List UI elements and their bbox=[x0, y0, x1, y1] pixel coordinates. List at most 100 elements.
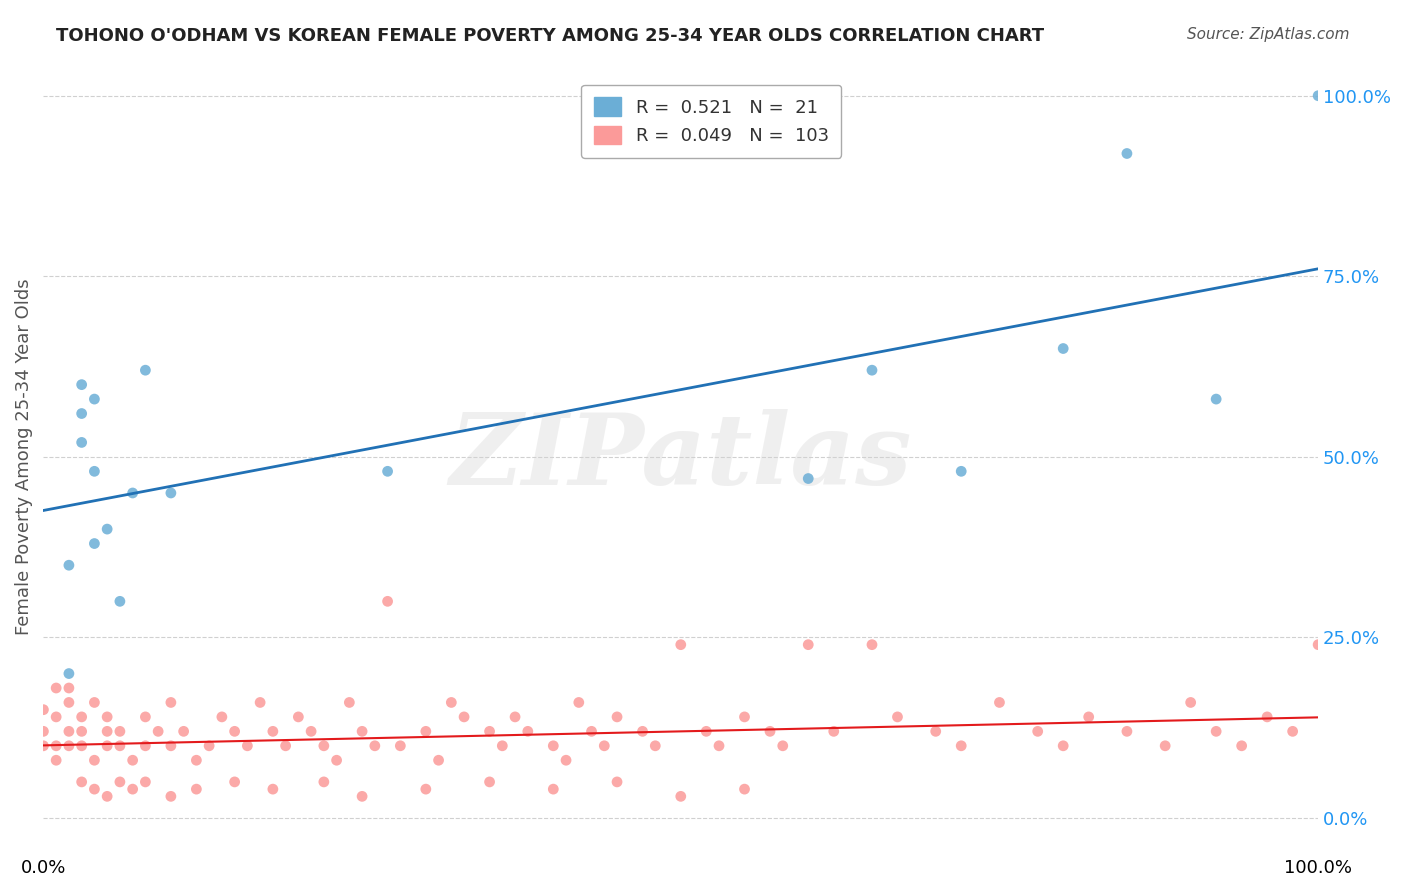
Point bbox=[173, 724, 195, 739]
Point bbox=[262, 724, 284, 739]
Point bbox=[352, 789, 374, 804]
Point bbox=[45, 739, 67, 753]
Point bbox=[96, 522, 118, 536]
Point bbox=[364, 739, 387, 753]
Point bbox=[491, 739, 513, 753]
Point bbox=[58, 724, 80, 739]
Point bbox=[644, 739, 666, 753]
Point bbox=[83, 392, 105, 406]
Point bbox=[121, 782, 143, 797]
Point bbox=[772, 739, 794, 753]
Point bbox=[797, 638, 820, 652]
Point bbox=[543, 739, 565, 753]
Point bbox=[1308, 88, 1330, 103]
Point bbox=[58, 681, 80, 695]
Y-axis label: Female Poverty Among 25-34 Year Olds: Female Poverty Among 25-34 Year Olds bbox=[15, 278, 32, 635]
Text: ZIPatlas: ZIPatlas bbox=[450, 409, 912, 505]
Point bbox=[823, 724, 845, 739]
Point bbox=[734, 710, 756, 724]
Point bbox=[274, 739, 297, 753]
Point bbox=[950, 739, 973, 753]
Point bbox=[121, 753, 143, 767]
Point bbox=[96, 710, 118, 724]
Point bbox=[134, 363, 156, 377]
Point bbox=[593, 739, 616, 753]
Text: TOHONO O'ODHAM VS KOREAN FEMALE POVERTY AMONG 25-34 YEAR OLDS CORRELATION CHART: TOHONO O'ODHAM VS KOREAN FEMALE POVERTY … bbox=[56, 27, 1045, 45]
Point bbox=[70, 435, 93, 450]
Point bbox=[1077, 710, 1099, 724]
Point bbox=[415, 782, 437, 797]
Point bbox=[695, 724, 717, 739]
Point bbox=[58, 666, 80, 681]
Point bbox=[337, 696, 360, 710]
Point bbox=[287, 710, 309, 724]
Point bbox=[1052, 342, 1074, 356]
Point bbox=[70, 407, 93, 421]
Point bbox=[83, 782, 105, 797]
Point bbox=[70, 377, 93, 392]
Point bbox=[96, 739, 118, 753]
Point bbox=[249, 696, 271, 710]
Point bbox=[734, 782, 756, 797]
Point bbox=[108, 775, 131, 789]
Point bbox=[606, 710, 628, 724]
Point bbox=[45, 681, 67, 695]
Point bbox=[160, 739, 183, 753]
Point bbox=[988, 696, 1011, 710]
Point bbox=[83, 464, 105, 478]
Point bbox=[134, 739, 156, 753]
Point bbox=[32, 724, 55, 739]
Point bbox=[312, 739, 335, 753]
Point bbox=[58, 739, 80, 753]
Point bbox=[236, 739, 259, 753]
Point bbox=[96, 724, 118, 739]
Point bbox=[860, 638, 883, 652]
Point bbox=[1308, 638, 1330, 652]
Point bbox=[45, 710, 67, 724]
Point bbox=[299, 724, 322, 739]
Point bbox=[543, 782, 565, 797]
Point bbox=[860, 363, 883, 377]
Point bbox=[1116, 146, 1139, 161]
Point bbox=[1230, 739, 1253, 753]
Point bbox=[160, 696, 183, 710]
Point bbox=[1281, 724, 1303, 739]
Point bbox=[70, 724, 93, 739]
Point bbox=[950, 464, 973, 478]
Point bbox=[32, 703, 55, 717]
Point bbox=[198, 739, 221, 753]
Legend: R =  0.521   N =  21, R =  0.049   N =  103: R = 0.521 N = 21, R = 0.049 N = 103 bbox=[582, 85, 841, 158]
Point bbox=[503, 710, 526, 724]
Point bbox=[568, 696, 591, 710]
Point bbox=[83, 536, 105, 550]
Point bbox=[516, 724, 538, 739]
Point bbox=[186, 782, 208, 797]
Point bbox=[70, 775, 93, 789]
Point bbox=[1205, 392, 1227, 406]
Point bbox=[146, 724, 169, 739]
Point bbox=[797, 471, 820, 485]
Point bbox=[312, 775, 335, 789]
Point bbox=[45, 753, 67, 767]
Point bbox=[606, 775, 628, 789]
Point bbox=[325, 753, 347, 767]
Point bbox=[83, 753, 105, 767]
Point bbox=[707, 739, 730, 753]
Point bbox=[415, 724, 437, 739]
Point bbox=[108, 594, 131, 608]
Point bbox=[555, 753, 578, 767]
Point bbox=[377, 594, 399, 608]
Point bbox=[759, 724, 782, 739]
Point bbox=[58, 558, 80, 573]
Point bbox=[1116, 724, 1139, 739]
Point bbox=[389, 739, 412, 753]
Point bbox=[58, 696, 80, 710]
Point bbox=[211, 710, 233, 724]
Point bbox=[134, 710, 156, 724]
Point bbox=[886, 710, 908, 724]
Point bbox=[1154, 739, 1177, 753]
Point bbox=[377, 464, 399, 478]
Point bbox=[224, 775, 246, 789]
Point bbox=[186, 753, 208, 767]
Point bbox=[581, 724, 603, 739]
